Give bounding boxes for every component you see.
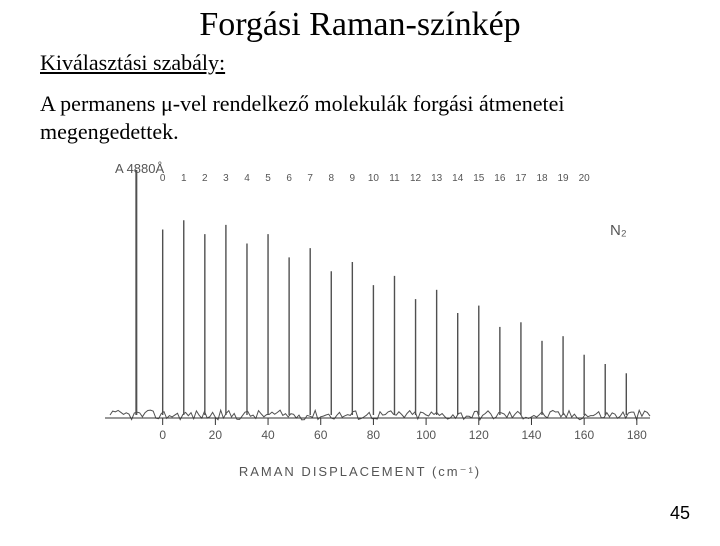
svg-text:2: 2: [202, 173, 208, 184]
svg-text:6: 6: [286, 173, 292, 184]
svg-text:N₂: N₂: [610, 222, 627, 239]
svg-text:7: 7: [307, 173, 313, 184]
svg-text:20: 20: [579, 173, 591, 184]
body-text: A permanens μ-vel rendelkező molekulák f…: [40, 90, 680, 145]
svg-text:18: 18: [536, 173, 548, 184]
svg-text:1: 1: [181, 173, 187, 184]
svg-text:3: 3: [223, 173, 229, 184]
svg-text:11: 11: [389, 173, 400, 184]
svg-text:15: 15: [473, 173, 485, 184]
spectrum-figure: 0204060801001201401601800123456789101112…: [40, 155, 680, 480]
svg-text:0: 0: [159, 428, 166, 442]
svg-text:19: 19: [558, 173, 570, 184]
svg-text:A 4880Å: A 4880Å: [115, 161, 164, 176]
selection-rule-heading: Kiválasztási szabály:: [40, 50, 720, 76]
svg-text:5: 5: [265, 173, 271, 184]
svg-text:9: 9: [350, 173, 356, 184]
svg-text:100: 100: [416, 428, 436, 442]
svg-text:12: 12: [410, 173, 422, 184]
svg-text:16: 16: [494, 173, 506, 184]
svg-text:80: 80: [367, 428, 381, 442]
svg-text:40: 40: [261, 428, 275, 442]
page-title: Forgási Raman-színkép: [0, 6, 720, 44]
svg-text:10: 10: [368, 173, 380, 184]
svg-text:14: 14: [452, 173, 464, 184]
svg-text:17: 17: [515, 173, 527, 184]
raman-spectrum-chart: 0204060801001201401601800123456789101112…: [40, 155, 680, 455]
svg-text:140: 140: [521, 428, 541, 442]
svg-text:60: 60: [314, 428, 328, 442]
svg-text:13: 13: [431, 173, 443, 184]
svg-text:4: 4: [244, 173, 250, 184]
svg-text:20: 20: [209, 428, 223, 442]
svg-text:180: 180: [627, 428, 647, 442]
page-number: 45: [670, 503, 690, 524]
svg-text:120: 120: [469, 428, 489, 442]
x-axis-label: RAMAN DISPLACEMENT (cm⁻¹): [40, 464, 680, 480]
svg-text:160: 160: [574, 428, 594, 442]
svg-text:8: 8: [328, 173, 334, 184]
